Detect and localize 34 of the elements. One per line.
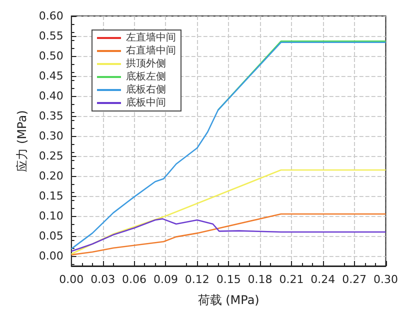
x-tick-label: 0.00 [59,273,84,286]
legend-label: 左直墙中间 [126,32,176,44]
y-tick-label: 0.00 [38,250,64,262]
y-tick-label: 0.30 [38,130,64,142]
legend-label: 底板左侧 [126,70,166,82]
y-tick-label: 0.35 [38,110,64,122]
x-tick-label: 0.12 [184,273,210,286]
x-tick-label: 0.30 [374,273,398,286]
x-axis-title: 荷载 (MPa) [198,293,260,307]
legend-label: 底板中间 [126,96,166,108]
line-series [70,42,386,250]
x-tick-label: 0.06 [122,273,147,286]
line-series [70,169,386,255]
y-tick-label: 0.60 [38,10,64,22]
x-tick-label: 0.24 [310,273,336,286]
x-tick-label: 0.18 [248,273,272,286]
y-axis-title: 应力 (MPa) [15,110,29,172]
y-tick-label: 0.50 [38,50,64,62]
y-tick-label: 0.10 [38,210,64,222]
y-tick-label: 0.25 [38,150,64,162]
legend-label: 右直墙中间 [126,44,176,56]
legend-label: 拱顶外侧 [126,58,166,70]
y-tick-label: 0.20 [38,170,64,182]
y-tick-label: 0.55 [38,30,64,42]
x-tick-label: 0.27 [342,273,367,286]
y-tick-label: 0.45 [38,70,64,82]
y-tick-label: 0.05 [38,230,64,242]
y-tick-label: 0.40 [38,90,64,102]
x-tick-label: 0.03 [90,273,116,286]
x-tick-label: 0.09 [153,273,178,286]
legend-label: 底板右侧 [126,84,166,96]
x-tick-label: 0.21 [279,273,304,286]
x-tick-label: 0.15 [216,273,241,286]
y-tick-label: 0.15 [38,190,64,202]
